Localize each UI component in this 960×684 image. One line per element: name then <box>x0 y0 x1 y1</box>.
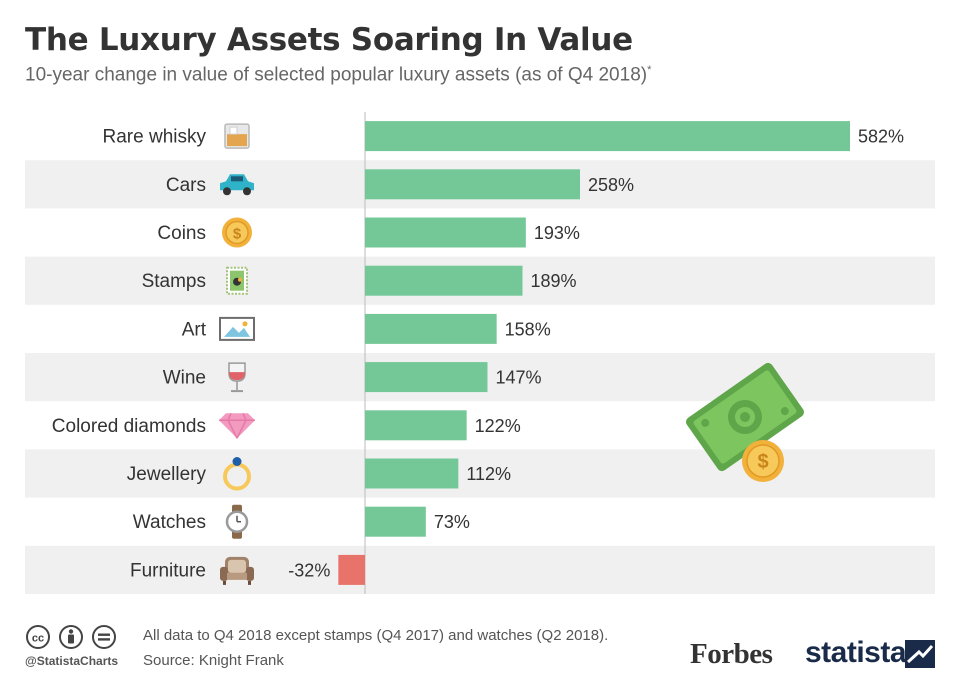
footer-note: All data to Q4 2018 except stamps (Q4 20… <box>143 627 609 644</box>
bar <box>365 362 488 393</box>
category-label: Watches <box>133 512 206 533</box>
svg-text:$: $ <box>757 451 768 473</box>
category-label: Coins <box>157 223 206 244</box>
statista-logo: statista <box>805 636 907 669</box>
category-label: Cars <box>166 175 206 196</box>
chart-title: The Luxury Assets Soaring In Value <box>25 22 633 58</box>
value-label: 193% <box>534 223 580 243</box>
car-icon <box>220 174 254 196</box>
category-label: Art <box>182 319 207 340</box>
value-label: -32% <box>288 560 330 580</box>
stamp-icon <box>226 266 248 295</box>
whisky-glass-icon <box>224 123 250 149</box>
license-icons: cc <box>25 624 125 650</box>
row-stripe <box>25 545 935 594</box>
value-label: 582% <box>858 127 904 147</box>
category-label: Colored diamonds <box>52 416 206 437</box>
chart-subtitle: 10-year change in value of selected popu… <box>25 64 652 86</box>
nd-icon <box>92 625 116 649</box>
by-icon <box>59 625 83 649</box>
ring-icon <box>223 457 251 491</box>
value-label: 147% <box>496 368 542 388</box>
category-label: Furniture <box>130 560 206 581</box>
statista-handle: @StatistaCharts <box>25 654 119 668</box>
bar <box>365 458 459 489</box>
bar <box>365 313 497 344</box>
svg-text:$: $ <box>233 226 242 243</box>
category-label: Jewellery <box>127 464 207 485</box>
value-label: 189% <box>531 271 577 291</box>
subtitle-asterisk: * <box>647 64 652 76</box>
picture-frame-icon <box>219 316 255 341</box>
svg-text:cc: cc <box>32 633 44 645</box>
bar <box>338 554 365 585</box>
value-label: 112% <box>466 464 511 484</box>
bar <box>365 121 850 152</box>
coin-icon: $ <box>222 217 252 248</box>
footer-source: Source: Knight Frank <box>143 652 284 669</box>
value-label: 158% <box>505 319 551 339</box>
money-banknote-coin-icon: $ <box>686 362 804 482</box>
category-label: Wine <box>163 368 206 389</box>
statista-mark-icon <box>905 640 935 668</box>
cc-icon: cc <box>26 625 50 649</box>
wristwatch-icon <box>225 504 249 539</box>
bar <box>365 169 580 200</box>
value-label: 122% <box>475 416 521 436</box>
bar <box>365 265 523 296</box>
armchair-icon <box>220 556 254 585</box>
bar <box>365 410 467 441</box>
value-label: 258% <box>588 175 634 195</box>
forbes-logo: Forbes <box>690 638 773 670</box>
wine-glass-icon <box>228 362 246 393</box>
value-label: 73% <box>434 512 470 532</box>
bar <box>365 506 426 537</box>
category-label: Stamps <box>142 271 206 292</box>
category-label: Rare whisky <box>103 127 207 148</box>
bar <box>365 217 526 248</box>
diamond-icon <box>219 413 255 439</box>
